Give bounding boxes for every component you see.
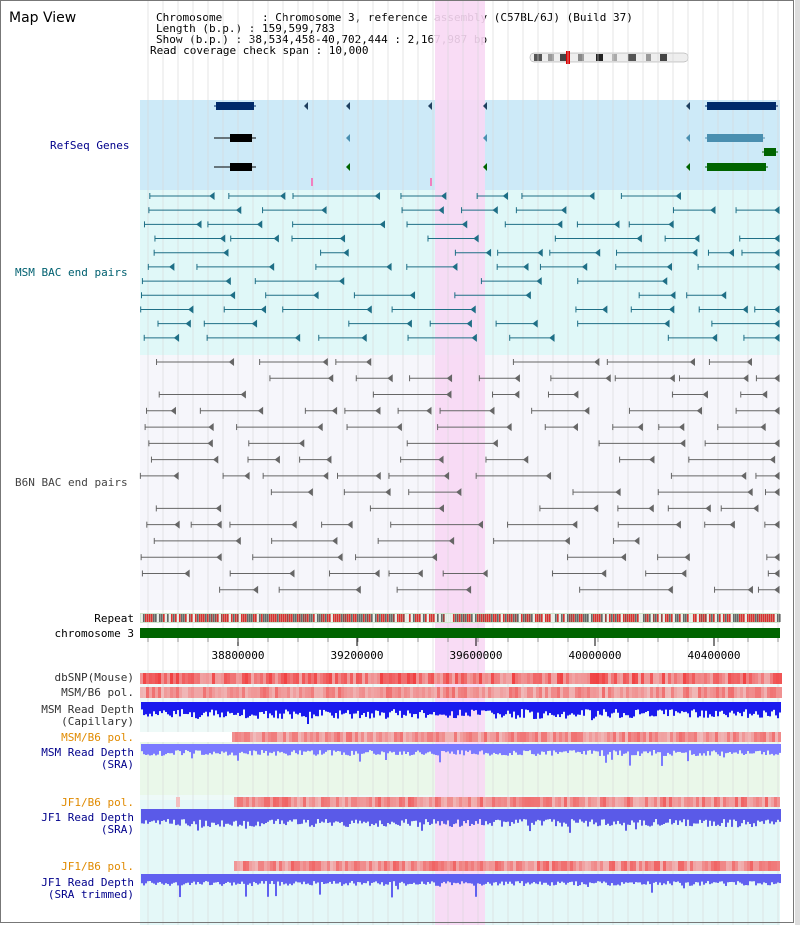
position-axis: 38800000 39200000 39600000 40000000 40400000 <box>147 638 779 662</box>
msm-bac-pairs[interactable] <box>140 192 780 342</box>
page-title: Map View <box>9 10 77 26</box>
axis-tick-label: 40000000 <box>569 649 622 662</box>
msm-pol-capillary-label[interactable]: MSM/B6 pol. <box>61 686 134 699</box>
dbsnp-track-label[interactable]: dbSNP(Mouse) <box>54 671 134 684</box>
jf1-depth-sra-label[interactable]: JF1 Read Depth <box>41 811 134 824</box>
axis-tick-label: 38800000 <box>212 649 265 662</box>
b6n-bac-pairs[interactable] <box>139 358 780 594</box>
refseq-track-label[interactable]: RefSeq Genes <box>50 139 130 152</box>
chromosome-ideogram[interactable] <box>529 51 689 64</box>
msm-depth-sra-label[interactable]: MSM Read Depth <box>41 746 134 759</box>
jf1-depth-sra-sub: (SRA) <box>100 823 134 836</box>
axis-tick-label: 39600000 <box>450 649 503 662</box>
jf1-pol-sra-label[interactable]: JF1/B6 pol. <box>61 796 134 809</box>
repeat-track[interactable] <box>141 614 781 622</box>
jf1-depth-trimmed-sub: (SRA trimmed) <box>47 888 134 901</box>
b6n-bac-track-label[interactable]: B6N BAC end pairs <box>15 476 128 489</box>
length-info: Length (b.p.) : 159,599,783 <box>156 22 335 35</box>
repeat-track-label[interactable]: Repeat <box>94 612 134 625</box>
msm-depth-sra-sub: (SRA) <box>100 758 134 771</box>
jf1-pol-trimmed-label[interactable]: JF1/B6 pol. <box>61 860 134 873</box>
axis-tick-label: 39200000 <box>331 649 384 662</box>
msm-depth-capillary-sub: (Capillary) <box>61 715 134 728</box>
grid-lines <box>147 0 779 925</box>
jf1-depth-trimmed-label[interactable]: JF1 Read Depth <box>41 876 134 889</box>
chromosome-track-label[interactable]: chromosome 3 <box>54 627 134 640</box>
msm-bac-track-label[interactable]: MSM BAC end pairs <box>15 266 128 279</box>
axis-tick-label: 40400000 <box>688 649 741 662</box>
vertical-scrollbar[interactable] <box>795 0 800 925</box>
read-depth-plots[interactable] <box>141 702 781 898</box>
refseq-gene-features[interactable] <box>214 102 778 186</box>
msm-depth-capillary-label[interactable]: MSM Read Depth <box>41 703 134 716</box>
msm-pol-sra-label[interactable]: MSM/B6 pol. <box>61 731 134 744</box>
chromosome-bar[interactable] <box>140 628 780 638</box>
polymorphism-heatmaps[interactable] <box>140 673 782 871</box>
